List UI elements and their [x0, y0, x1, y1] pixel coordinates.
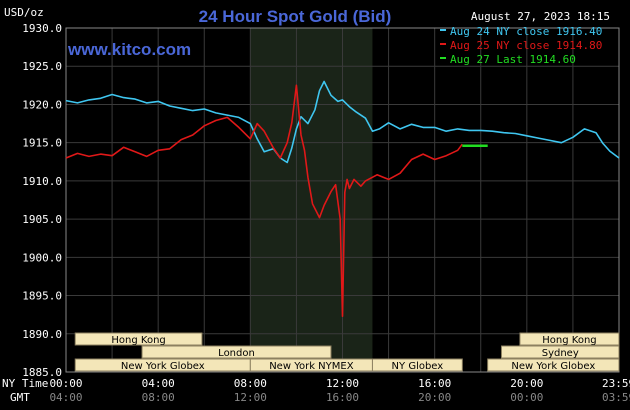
x-tick-gmt: 12:00 — [234, 391, 267, 404]
x-axis-ticks: 00:0004:0008:0012:0016:0020:0023:5904:00… — [49, 377, 630, 404]
session-bar — [371, 358, 463, 372]
x-tick-gmt: 04:00 — [49, 391, 82, 404]
legend-aug24: Aug 24 NY close 1916.40 — [450, 25, 602, 38]
legend-aug25: Aug 25 NY close 1914.80 — [450, 39, 602, 52]
y-axis-unit: USD/oz — [4, 6, 44, 19]
y-axis-ticks: 1885.0 1890.0 1895.0 1900.0 1905.0 1910.0 1915… — [22, 22, 62, 379]
x-tick-gmt: 08:00 — [142, 391, 175, 404]
legend: Aug 24 NY close 1916.40 Aug 25 NY close … — [440, 25, 602, 66]
session-label: Hong Kong — [111, 335, 165, 346]
plot-border — [65, 27, 620, 373]
y-tick-label: 1925.0 — [22, 60, 62, 73]
session-label: New York Globex — [511, 361, 595, 372]
session-label: Hong Kong — [542, 335, 596, 346]
x-tick-gmt: 20:00 — [418, 391, 451, 404]
x-tick-ny: 23:59 — [602, 377, 630, 390]
session-bar — [74, 332, 203, 346]
series-line-0 — [65, 80, 620, 164]
x-tick-ny: 04:00 — [142, 377, 175, 390]
x-tick-gmt: 03:59 — [602, 391, 630, 404]
y-tick-label: 1920.0 — [22, 98, 62, 111]
session-label: London — [218, 348, 255, 359]
series-line-1 — [65, 84, 463, 318]
session-bar — [141, 345, 332, 359]
legend-swatch-aug24 — [440, 29, 446, 31]
y-tick-label: 1885.0 — [22, 366, 62, 379]
y-tick-label: 1895.0 — [22, 290, 62, 303]
legend-swatch-aug25 — [440, 43, 446, 45]
legend-aug27: Aug 27 Last 1914.60 — [450, 53, 576, 66]
market-sessions: Hong Kong Hong Kong London Sydney New York G… — [74, 332, 620, 372]
chart-title: 24 Hour Spot Gold (Bid) — [199, 7, 392, 26]
y-tick-label: 1930.0 — [22, 22, 62, 35]
y-tick-label: 1900.0 — [22, 251, 62, 264]
session-label: NY Globex — [392, 361, 444, 372]
series-lines — [65, 80, 620, 318]
y-tick-label: 1910.0 — [22, 175, 62, 188]
x-tick-ny: 16:00 — [418, 377, 451, 390]
session-label: New York Globex — [121, 361, 205, 372]
gmt-label: GMT — [10, 391, 30, 404]
y-tick-label: 1905.0 — [22, 213, 62, 226]
session-bar — [500, 345, 620, 359]
x-tick-ny: 12:00 — [326, 377, 359, 390]
timestamp: August 27, 2023 18:15 — [471, 10, 610, 23]
y-tick-label: 1915.0 — [22, 137, 62, 150]
x-tick-ny: 08:00 — [234, 377, 267, 390]
session-bar — [519, 332, 620, 346]
y-tick-label: 1890.0 — [22, 328, 62, 341]
legend-swatch-aug27 — [440, 57, 446, 59]
x-tick-gmt: 00:00 — [510, 391, 543, 404]
session-label: New York NYMEX — [269, 361, 354, 372]
x-tick-gmt: 16:00 — [326, 391, 359, 404]
session-label: Sydney — [542, 348, 579, 359]
brand-link[interactable]: www.kitco.com — [67, 40, 191, 59]
x-tick-ny: 20:00 — [510, 377, 543, 390]
ny-time-label: NY Time — [2, 377, 48, 390]
x-tick-ny: 00:00 — [49, 377, 82, 390]
session-bar — [487, 358, 620, 372]
